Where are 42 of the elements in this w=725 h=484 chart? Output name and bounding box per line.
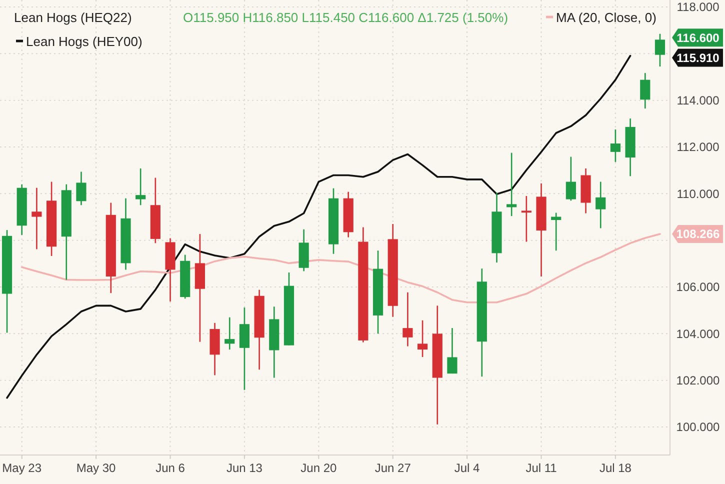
candlestick <box>506 152 517 217</box>
candlestick <box>566 156 576 202</box>
text: 108.266 <box>676 227 720 242</box>
candlestick <box>640 72 650 110</box>
legend-label: Lean Hogs (HEY00) <box>26 34 142 49</box>
candlestick <box>521 195 532 242</box>
y-tick-label: 118.000 <box>676 0 720 14</box>
x-tick-label: Jul 4 <box>454 461 480 475</box>
y-tick-label: 102.000 <box>676 374 720 388</box>
candlestick <box>136 168 146 206</box>
candlestick <box>76 171 86 206</box>
candlestick <box>610 128 621 163</box>
candlestick <box>239 306 250 391</box>
text: 116.600 <box>676 30 720 45</box>
x-tick-label: Jul 11 <box>526 461 558 475</box>
line-series <box>6 54 632 399</box>
candlestick <box>654 33 666 68</box>
y-tick-label: 110.000 <box>676 186 720 201</box>
y-tick-label: 106.000 <box>676 280 720 294</box>
candlestick <box>224 316 235 350</box>
x-tick-label: Jun 20 <box>300 461 337 475</box>
candlestick <box>402 292 413 347</box>
x-tick-label: Jun 6 <box>156 461 186 475</box>
candlestick <box>551 212 562 252</box>
text: 115.910 <box>676 50 720 65</box>
y-tick-label: 114.000 <box>676 94 720 108</box>
line-series <box>20 233 661 304</box>
text: Lean Hogs (HEQ22) <box>14 10 132 25</box>
candlestick <box>417 320 428 358</box>
x-tick-label: May 23 <box>2 461 42 475</box>
candlestick <box>32 187 42 250</box>
y-tick-label: 100.000 <box>676 420 720 434</box>
x-tick-label: May 30 <box>76 461 116 475</box>
candlestick <box>596 181 606 229</box>
candlestick <box>447 327 458 374</box>
legend-label: MA (20, Close, 0) <box>556 10 656 25</box>
x-tick-label: Jun 13 <box>226 461 263 475</box>
x-tick-label: Jun 27 <box>374 461 412 475</box>
text: O115.950 H116.850 L115.450 C116.600 Δ1.725 (1.50%) <box>183 10 508 25</box>
x-tick-label: Jul 18 <box>599 461 632 475</box>
y-tick-label: 112.000 <box>676 140 720 154</box>
y-tick-label: 104.000 <box>676 326 720 341</box>
